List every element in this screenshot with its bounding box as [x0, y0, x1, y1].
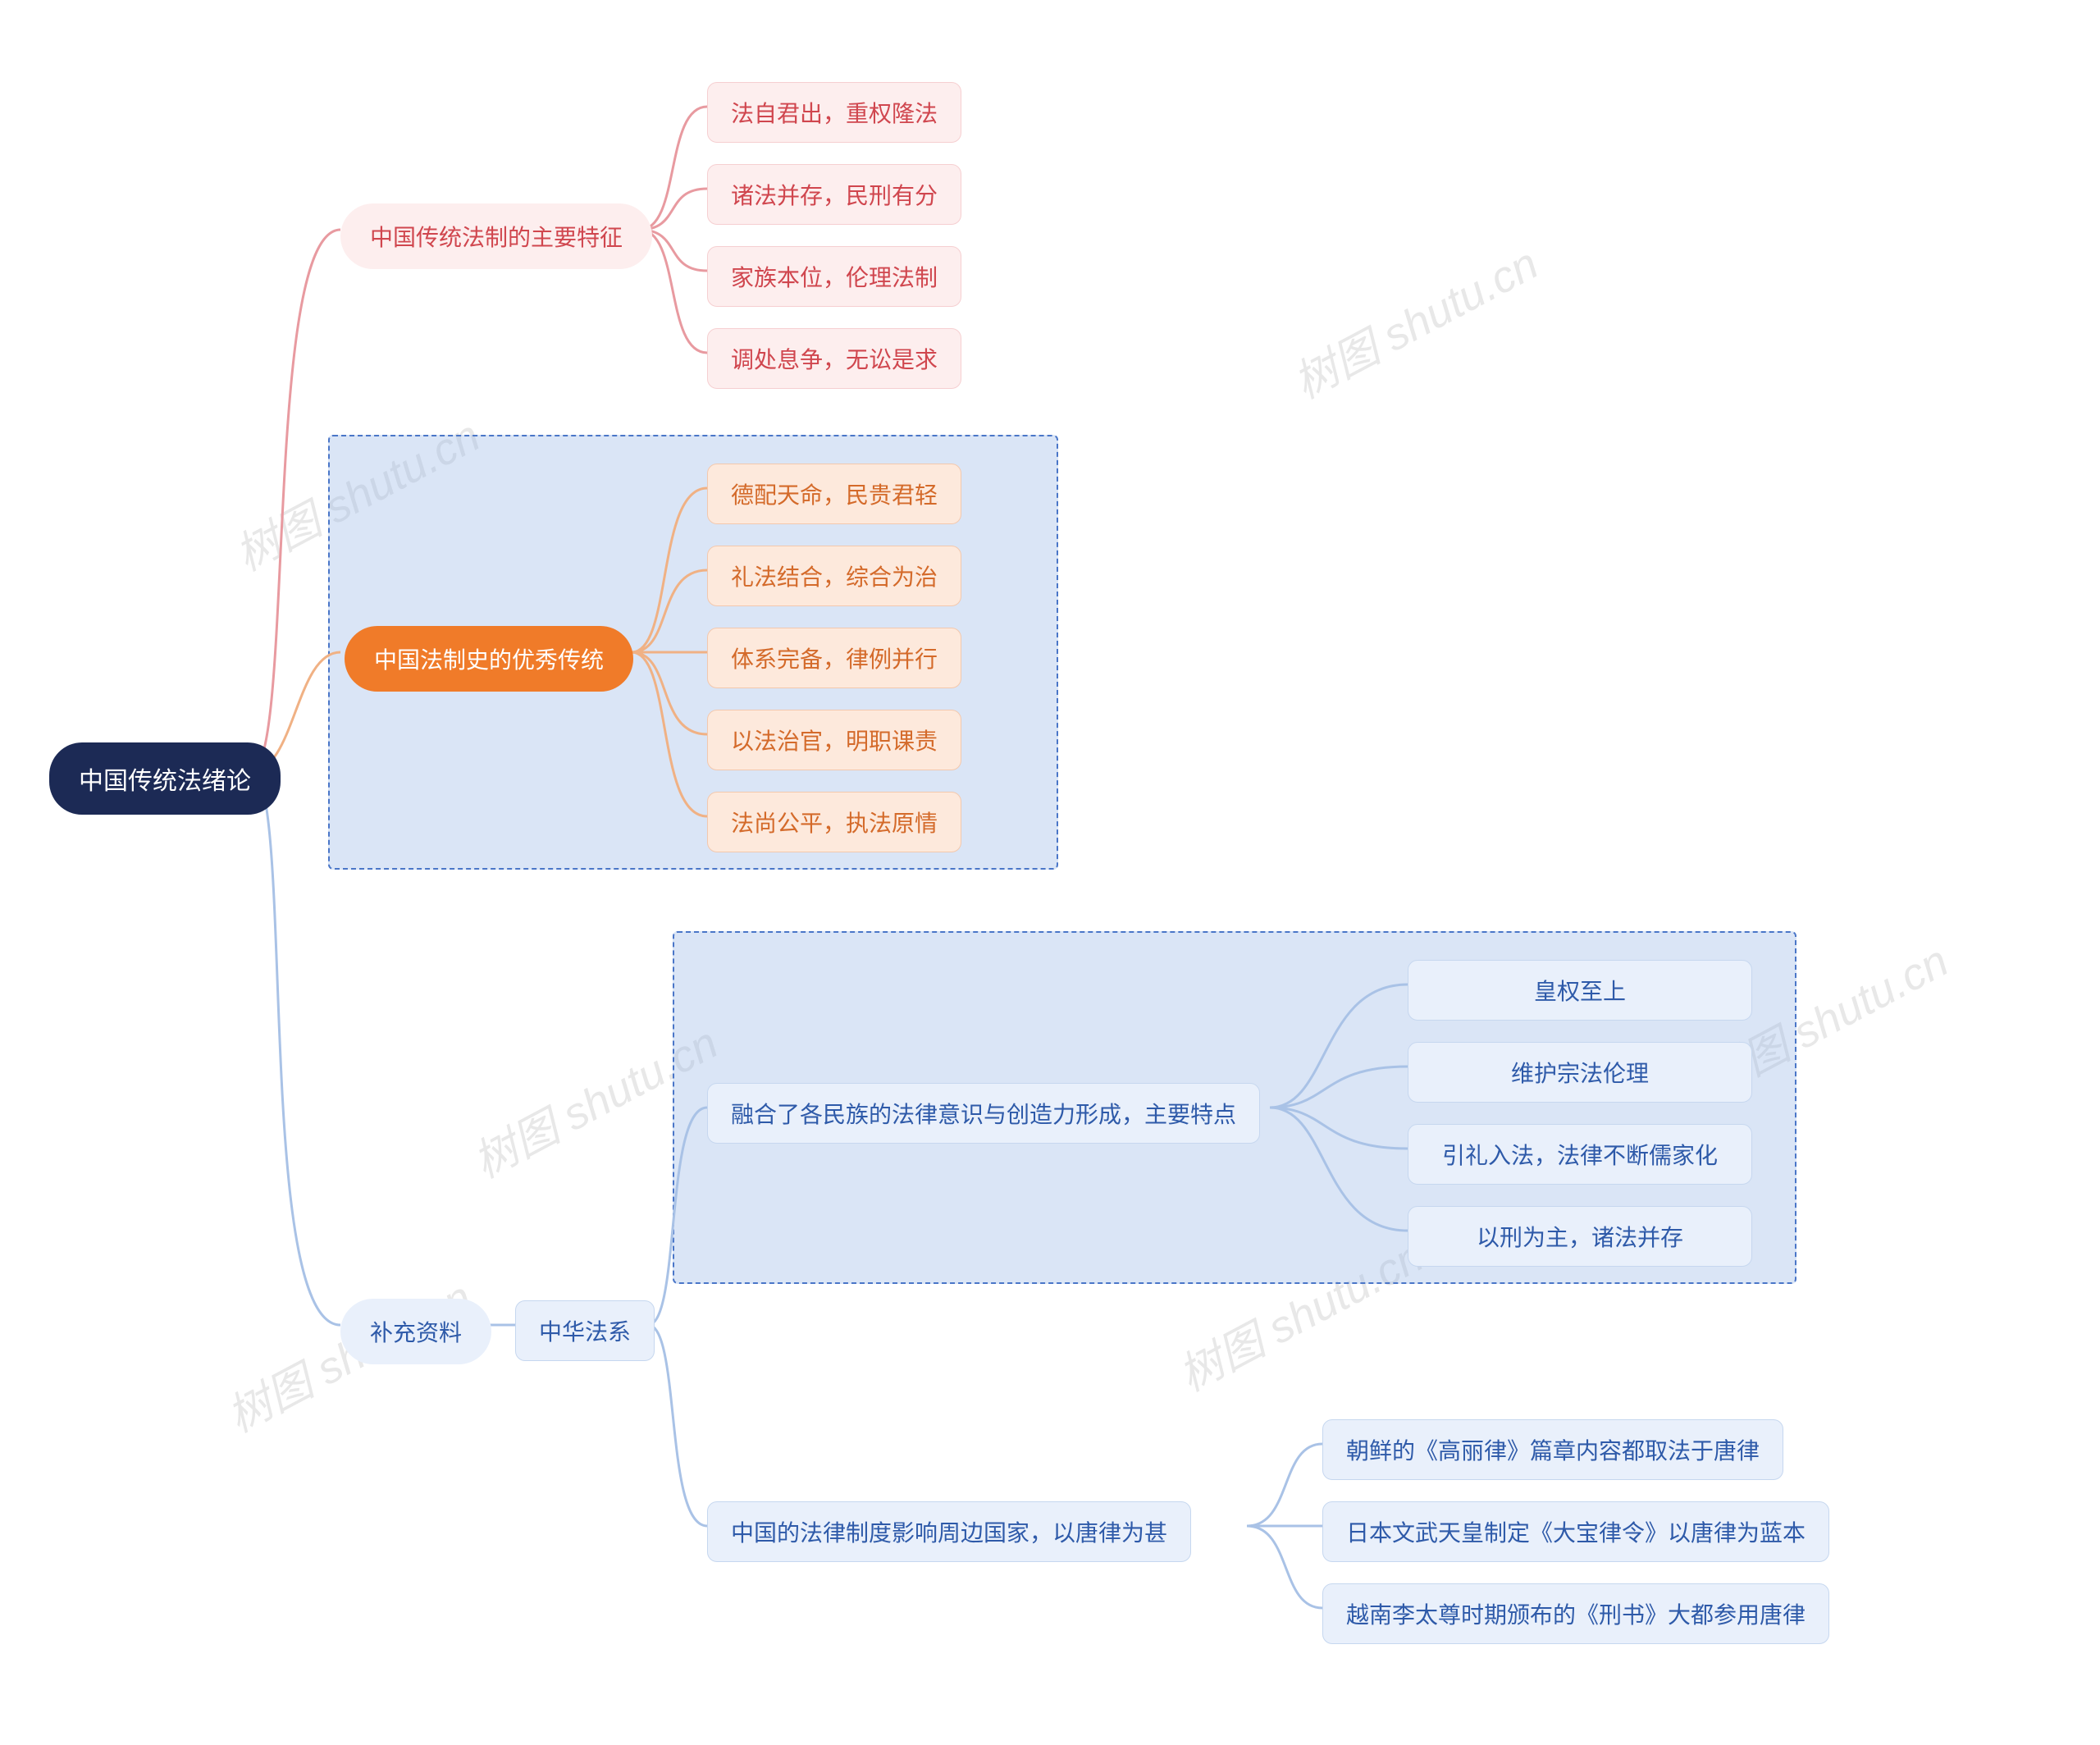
branch1-leaf[interactable]: 法自君出，重权隆法 — [707, 82, 961, 143]
branch2-leaf[interactable]: 体系完备，律例并行 — [707, 628, 961, 688]
branch3-groupA-leaf[interactable]: 引礼入法，法律不断儒家化 — [1408, 1124, 1752, 1185]
root-node[interactable]: 中国传统法绪论 — [49, 742, 281, 815]
branch1-leaf[interactable]: 家族本位，伦理法制 — [707, 246, 961, 307]
branch3-groupA-leaf[interactable]: 以刑为主，诸法并存 — [1408, 1206, 1752, 1267]
branch2-leaf[interactable]: 法尚公平，执法原情 — [707, 792, 961, 852]
branch3-sub-node[interactable]: 中华法系 — [515, 1300, 655, 1361]
branch2-leaf[interactable]: 德配天命，民贵君轻 — [707, 464, 961, 524]
branch3-groupB-leaf[interactable]: 日本文武天皇制定《大宝律令》以唐律为蓝本 — [1322, 1501, 1829, 1562]
branch2-node[interactable]: 中国法制史的优秀传统 — [345, 626, 633, 692]
branch1-node[interactable]: 中国传统法制的主要特征 — [340, 203, 652, 269]
branch2-leaf[interactable]: 礼法结合，综合为治 — [707, 546, 961, 606]
branch3-groupA-leaf[interactable]: 皇权至上 — [1408, 960, 1752, 1021]
branch1-leaf[interactable]: 调处息争，无讼是求 — [707, 328, 961, 389]
watermark: 树图 shutu.cn — [1281, 228, 1548, 411]
branch3-groupB-leaf[interactable]: 越南李太尊时期颁布的《刑书》大都参用唐律 — [1322, 1583, 1829, 1644]
branch3-groupA-leaf[interactable]: 维护宗法伦理 — [1408, 1042, 1752, 1103]
branch3-groupB-leaf[interactable]: 朝鲜的《高丽律》篇章内容都取法于唐律 — [1322, 1419, 1783, 1480]
connectors — [0, 0, 2100, 1745]
branch2-leaf[interactable]: 以法治官，明职课责 — [707, 710, 961, 770]
branch3-groupA-node[interactable]: 融合了各民族的法律意识与创造力形成，主要特点 — [707, 1083, 1260, 1144]
branch3-node[interactable]: 补充资料 — [340, 1299, 491, 1364]
branch3-groupB-node[interactable]: 中国的法律制度影响周边国家，以唐律为甚 — [707, 1501, 1191, 1562]
branch1-leaf[interactable]: 诸法并存，民刑有分 — [707, 164, 961, 225]
